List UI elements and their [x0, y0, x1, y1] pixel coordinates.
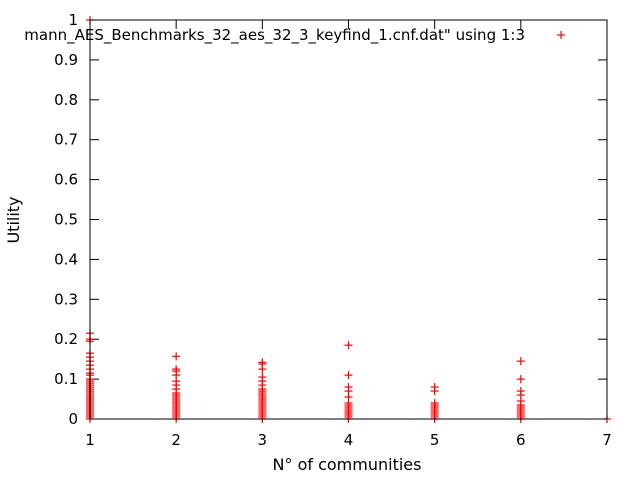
data-point [344, 371, 353, 380]
axis-ticks [89, 19, 608, 420]
legend-marker [557, 31, 565, 39]
data-point [172, 352, 181, 361]
x-tick-label: 4 [344, 431, 354, 449]
y-tick-label: 0.1 [54, 370, 78, 388]
y-tick-label: 0.6 [54, 171, 78, 189]
data-point [344, 341, 353, 350]
x-tick-label: 3 [258, 431, 268, 449]
data-point [516, 375, 525, 384]
x-tick-label: 1 [85, 431, 95, 449]
data-point [258, 365, 267, 374]
x-tick-label: 7 [602, 431, 612, 449]
axis-tick-labels: 0 0.1 0.2 0.3 0.4 0.5 0.6 0.7 0.8 0.9 1 1 2 3 4 5 6 7 [54, 11, 612, 449]
y-tick-label: 0.8 [54, 91, 78, 109]
legend-label: mann_AES_Benchmarks_32_aes_32_3_keyfind_… [24, 26, 525, 45]
y-axis-label: Utility [4, 196, 23, 243]
y-tick-label: 0.4 [54, 250, 78, 268]
legend: mann_AES_Benchmarks_32_aes_32_3_keyfind_… [24, 26, 565, 45]
y-tick-label: 0.9 [54, 51, 78, 69]
legend-marker-plus [557, 31, 565, 39]
y-tick-label: 0.2 [54, 330, 78, 348]
x-tick-label: 6 [516, 431, 526, 449]
y-tick-label: 0.5 [54, 211, 78, 229]
data-point [516, 357, 525, 366]
y-tick-label: 0.3 [54, 290, 78, 308]
x-axis-label: N° of communities [273, 455, 422, 474]
y-tick-label: 0 [68, 410, 78, 428]
data-point [430, 387, 439, 396]
plot-frame [89, 19, 608, 420]
x-tick-label: 5 [430, 431, 440, 449]
x-tick-label: 2 [171, 431, 181, 449]
y-tick-label: 0.7 [54, 131, 78, 149]
data-points [86, 16, 611, 423]
y-tick-label: 1 [68, 11, 78, 29]
